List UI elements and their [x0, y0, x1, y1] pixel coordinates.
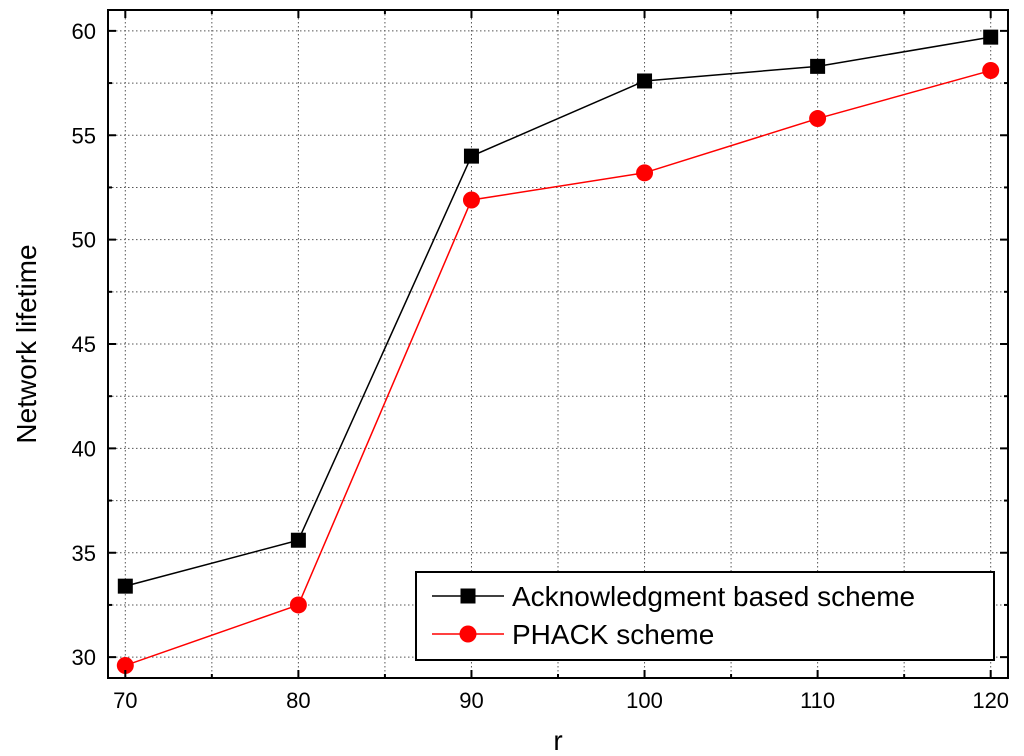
- y-tick-label: 55: [72, 123, 96, 148]
- series-layer: [116, 29, 1000, 674]
- series-1-marker: [117, 578, 133, 594]
- series-1-marker: [810, 58, 826, 74]
- series-1-marker: [463, 148, 479, 164]
- legend-marker-1: [460, 588, 476, 604]
- series-2-marker: [982, 62, 1000, 80]
- y-tick-label: 60: [72, 19, 96, 44]
- series-2-marker: [116, 656, 134, 674]
- series-2-marker: [462, 191, 480, 209]
- x-tick-label: 100: [626, 688, 663, 713]
- y-tick-label: 40: [72, 436, 96, 461]
- y-tick-label: 50: [72, 228, 96, 253]
- series-2-marker: [809, 110, 827, 128]
- legend: Acknowledgment based scheme PHACK scheme: [415, 571, 995, 661]
- legend-label-2: PHACK scheme: [512, 619, 714, 650]
- y-axis-label: Network lifetime: [11, 244, 42, 443]
- x-tick-label: 90: [459, 688, 483, 713]
- series-2-marker: [289, 596, 307, 614]
- x-tick-label: 120: [972, 688, 1009, 713]
- legend-box: [415, 571, 995, 661]
- series-1-marker: [290, 532, 306, 548]
- series-2-marker: [636, 164, 654, 182]
- y-tick-label: 30: [72, 645, 96, 670]
- series-1-marker: [983, 29, 999, 45]
- tick-layer: 70 80 90 100 110 120 30 35 40 45 50 55 60: [72, 10, 1009, 713]
- series-line-1: [125, 36, 991, 587]
- legend-marker-2: [459, 625, 477, 643]
- x-axis-label: r: [553, 725, 562, 756]
- series-1-marker: [637, 73, 653, 89]
- grid: [108, 10, 1008, 678]
- x-tick-label: 70: [113, 688, 137, 713]
- legend-label-1: Acknowledgment based scheme: [512, 581, 915, 612]
- x-tick-label: 110: [800, 688, 835, 713]
- y-tick-label: 45: [72, 332, 96, 357]
- series-line-2: [125, 69, 991, 667]
- y-tick-label: 35: [72, 541, 96, 566]
- x-tick-label: 80: [286, 688, 310, 713]
